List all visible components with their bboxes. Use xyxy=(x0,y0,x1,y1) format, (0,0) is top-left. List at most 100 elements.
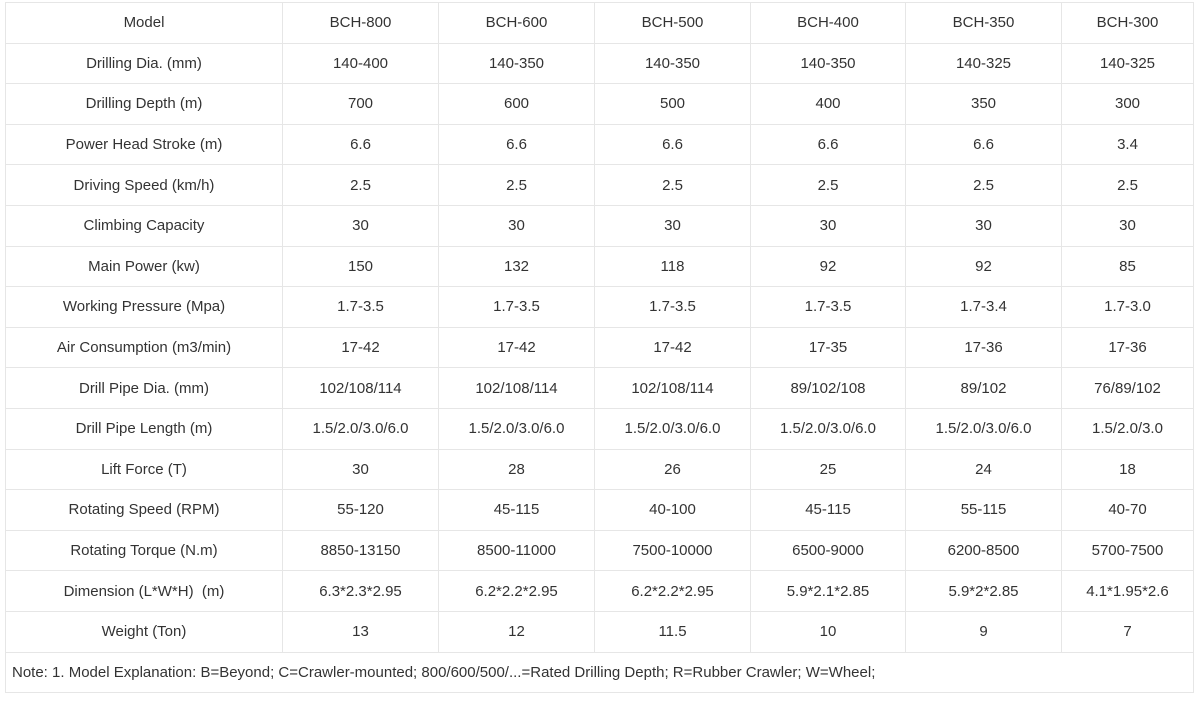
spec-row: Weight (Ton) 13 12 11.5 10 9 7 xyxy=(5,610,1194,653)
spec-label: Climbing Capacity xyxy=(5,204,283,247)
spec-value: 118 xyxy=(594,245,751,288)
spec-value: 2.5 xyxy=(905,164,1062,206)
header-label: Model xyxy=(5,2,283,44)
spec-value: 2.5 xyxy=(1061,164,1194,206)
spec-value: 17-42 xyxy=(438,326,595,369)
spec-value: 8500-11000 xyxy=(438,529,595,572)
spec-row: Air Consumption (m3/min) 17-42 17-42 17-42 1… xyxy=(5,326,1194,369)
spec-label: Air Consumption (m3/min) xyxy=(5,326,283,369)
spec-value: 1.7-3.5 xyxy=(750,286,906,328)
spec-value: 40-70 xyxy=(1061,489,1194,531)
spec-value: 18 xyxy=(1061,448,1194,491)
spec-value: 12 xyxy=(438,610,595,653)
model-name: BCH-500 xyxy=(594,2,751,44)
spec-row: Drilling Dia. (mm) 140-400 140-350 140-350 1… xyxy=(5,42,1194,85)
spec-label: Drill Pipe Dia. (mm) xyxy=(5,367,283,409)
spec-value: 6.6 xyxy=(905,123,1062,166)
spec-value: 55-115 xyxy=(905,489,1062,531)
spec-value: 2.5 xyxy=(282,164,439,206)
spec-value: 2.5 xyxy=(438,164,595,206)
spec-value: 6.6 xyxy=(750,123,906,166)
spec-value: 150 xyxy=(282,245,439,288)
spec-value: 400 xyxy=(750,83,906,125)
spec-value: 5.9*2*2.85 xyxy=(905,570,1062,612)
model-name: BCH-800 xyxy=(282,2,439,44)
spec-value: 500 xyxy=(594,83,751,125)
spec-row: Main Power (kw) 150 132 118 92 92 85 xyxy=(5,245,1194,288)
spec-label: Dimension (L*W*H) (m) xyxy=(5,570,283,612)
spec-value: 5700-7500 xyxy=(1061,529,1194,572)
spec-value: 1.7-3.5 xyxy=(594,286,751,328)
note: Note: 1. Model Explanation: B=Beyond; C=… xyxy=(5,651,1194,694)
spec-value: 13 xyxy=(282,610,439,653)
spec-value: 8850-13150 xyxy=(282,529,439,572)
spec-value: 9 xyxy=(905,610,1062,653)
spec-value: 140-350 xyxy=(438,42,595,85)
spec-value: 55-120 xyxy=(282,489,439,531)
spec-value: 1.5/2.0/3.0/6.0 xyxy=(750,407,906,450)
spec-value: 30 xyxy=(905,204,1062,247)
spec-value: 89/102/108 xyxy=(750,367,906,409)
model-name: BCH-600 xyxy=(438,2,595,44)
spec-row: Working Pressure (Mpa) 1.7-3.5 1.7-3.5 1.7-… xyxy=(5,286,1194,328)
spec-value: 1.7-3.0 xyxy=(1061,286,1194,328)
spec-value: 3.4 xyxy=(1061,123,1194,166)
spec-value: 6.6 xyxy=(438,123,595,166)
spec-value: 1.5/2.0/3.0/6.0 xyxy=(282,407,439,450)
spec-value: 300 xyxy=(1061,83,1194,125)
spec-value: 30 xyxy=(282,448,439,491)
model-name: BCH-300 xyxy=(1061,2,1194,44)
spec-value: 17-42 xyxy=(594,326,751,369)
spec-value: 40-100 xyxy=(594,489,751,531)
spec-value: 140-325 xyxy=(1061,42,1194,85)
spec-row: Rotating Speed (RPM) 55-120 45-115 40-100 45… xyxy=(5,489,1194,531)
spec-value: 6.2*2.2*2.95 xyxy=(438,570,595,612)
spec-value: 350 xyxy=(905,83,1062,125)
spec-row: Dimension (L*W*H) (m) 6.3*2.3*2.95 6.2*2.2… xyxy=(5,570,1194,612)
spec-value: 1.5/2.0/3.0/6.0 xyxy=(905,407,1062,450)
spec-row: Climbing Capacity 30 30 30 30 30 30 xyxy=(5,204,1194,247)
spec-value: 30 xyxy=(282,204,439,247)
spec-value: 6200-8500 xyxy=(905,529,1062,572)
spec-value: 30 xyxy=(750,204,906,247)
spec-value: 28 xyxy=(438,448,595,491)
note-row: Note: 1. Model Explanation: B=Beyond; C=… xyxy=(5,651,1194,694)
spec-value: 102/108/114 xyxy=(282,367,439,409)
spec-value: 6.2*2.2*2.95 xyxy=(594,570,751,612)
spec-value: 2.5 xyxy=(750,164,906,206)
spec-value: 140-400 xyxy=(282,42,439,85)
spec-value: 600 xyxy=(438,83,595,125)
spec-value: 1.5/2.0/3.0/6.0 xyxy=(438,407,595,450)
spec-label: Power Head Stroke (m) xyxy=(5,123,283,166)
spec-row: Rotating Torque (N.m) 8850-13150 8500-1100… xyxy=(5,529,1194,572)
spec-value: 6500-9000 xyxy=(750,529,906,572)
spec-value: 30 xyxy=(438,204,595,247)
spec-label: Working Pressure (Mpa) xyxy=(5,286,283,328)
spec-row: Drill Pipe Length (m) 1.5/2.0/3.0/6.0 1.5/… xyxy=(5,407,1194,450)
model-name: BCH-350 xyxy=(905,2,1062,44)
spec-label: Rotating Torque (N.m) xyxy=(5,529,283,572)
spec-value: 92 xyxy=(905,245,1062,288)
spec-value: 24 xyxy=(905,448,1062,491)
spec-label: Drill Pipe Length (m) xyxy=(5,407,283,450)
spec-value: 1.7-3.5 xyxy=(438,286,595,328)
spec-label: Weight (Ton) xyxy=(5,610,283,653)
spec-value: 1.7-3.4 xyxy=(905,286,1062,328)
spec-label: Main Power (kw) xyxy=(5,245,283,288)
spec-value: 4.1*1.95*2.6 xyxy=(1061,570,1194,612)
spec-value: 7500-10000 xyxy=(594,529,751,572)
spec-value: 102/108/114 xyxy=(438,367,595,409)
spec-value: 92 xyxy=(750,245,906,288)
spec-value: 76/89/102 xyxy=(1061,367,1194,409)
spec-value: 6.3*2.3*2.95 xyxy=(282,570,439,612)
model-name: BCH-400 xyxy=(750,2,906,44)
spec-value: 26 xyxy=(594,448,751,491)
spec-value: 1.5/2.0/3.0/6.0 xyxy=(594,407,751,450)
spec-value: 7 xyxy=(1061,610,1194,653)
spec-table: Model BCH-800 BCH-600 BCH-500 BCH-400 BCH-350… xyxy=(5,2,1194,694)
spec-value: 25 xyxy=(750,448,906,491)
spec-value: 17-36 xyxy=(1061,326,1194,369)
spec-value: 102/108/114 xyxy=(594,367,751,409)
spec-row: Power Head Stroke (m) 6.6 6.6 6.6 6.6 6.6 3.4 xyxy=(5,123,1194,166)
